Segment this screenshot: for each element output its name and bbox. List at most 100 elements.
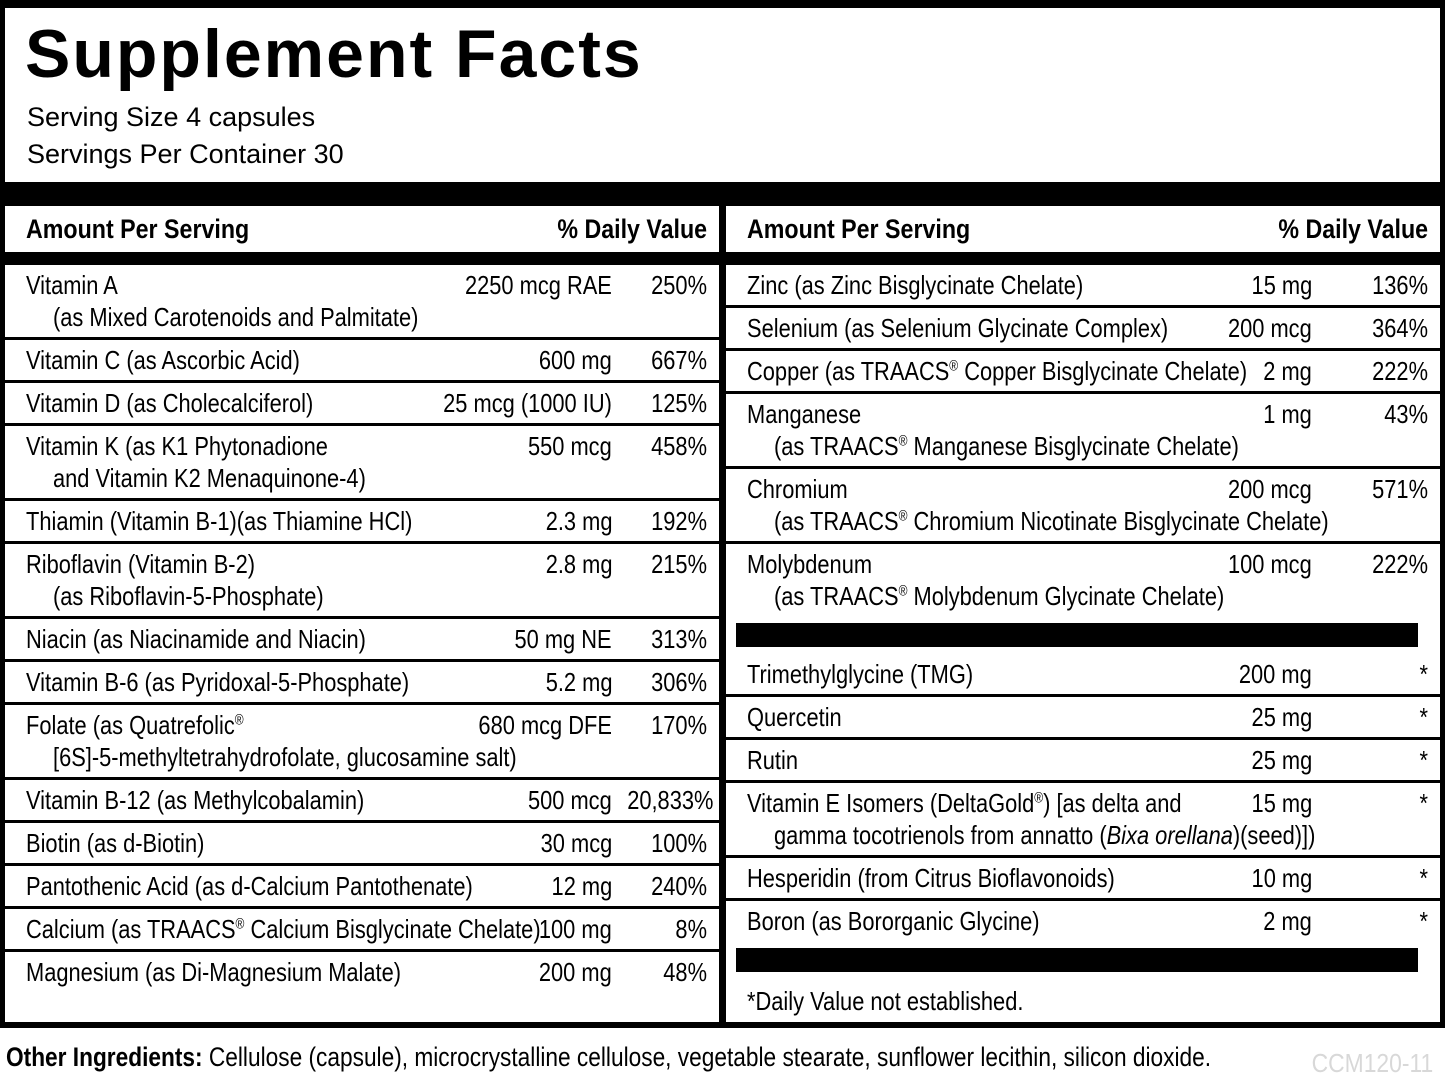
nutrient-name: Manganese [747,398,862,429]
nutrient-subline: (as Mixed Carotenoids and Palmitate) [53,301,419,332]
nutrient-name: Vitamin C (as Ascorbic Acid) [26,344,300,375]
nutrient-amount: 500 mcg [528,784,612,815]
nutrient-name: Vitamin B-12 (as Methylcobalamin) [26,784,365,815]
nutrient-amount: 2 mg [1263,355,1312,386]
nutrient-amount: 10 mg [1251,862,1312,893]
facts-panel: Supplement Facts Serving Size 4 capsules… [0,8,1445,1028]
section-divider-bar [736,622,1418,647]
nutrient-name: Pantothenic Acid (as d-Calcium Pantothen… [26,870,473,901]
nutrient-name: Thiamin (Vitamin B-1)(as Thiamine HCl) [26,505,413,536]
nutrient-daily-value: * [1419,658,1428,689]
nutrient-amount: 550 mcg [528,430,612,461]
amount-per-serving-header: Amount Per Serving [747,213,971,244]
nutrient-row: Zinc (as Zinc Bisglycinate Chelate) 15 mg… [726,265,1440,305]
nutrient-name: Vitamin K (as K1 Phytonadione [26,430,328,461]
nutrient-subline: gamma tocotrienols from annatto (Bixa or… [774,819,1316,850]
nutrient-name: Chromium [747,473,848,504]
serving-info: Serving Size 4 capsules Servings Per Con… [5,89,1440,171]
nutrient-name: Hesperidin (from Citrus Bioflavonoids) [747,862,1115,893]
nutrient-name: Rutin [747,744,798,775]
nutrient-name: Folate (as Quatrefolic® [26,709,244,740]
nutrient-row: Biotin (as d-Biotin) 30 mcg 100% [5,819,719,863]
nutrient-daily-value: 306% [651,666,707,697]
nutrient-name: Vitamin E Isomers (DeltaGold®) [as delta… [747,787,1182,818]
nutrient-daily-value: 250% [651,269,707,300]
facts-column-right: Amount Per Serving % Daily Value Zinc (a… [726,206,1440,1022]
nutrient-amount: 2.8 mg [545,548,612,579]
nutrient-name: Selenium (as Selenium Glycinate Complex) [747,312,1169,343]
nutrient-daily-value: 100% [651,827,707,858]
nutrient-daily-value: 136% [1372,269,1428,300]
facts-column-left: Amount Per Serving % Daily Value Vitamin… [5,206,719,1022]
nutrient-daily-value: 240% [651,870,707,901]
nutrient-row: Chromium 200 mcg 571% (as TRAACS® Chromium … [726,465,1440,541]
nutrient-amount: 2250 mcg RAE [465,269,612,300]
nutrient-row: Trimethylglycine (TMG) 200 mg * [726,654,1440,694]
nutrient-row: Pantothenic Acid (as d-Calcium Pantothen… [5,862,719,906]
nutrient-daily-value: 222% [1372,548,1428,579]
nutrient-subline: [6S]-5-methyltetrahydrofolate, glucosami… [53,741,517,772]
nutrient-name: Calcium (as TRAACS® Calcium Bisglycinate… [26,913,541,944]
nutrient-amount: 200 mcg [1228,312,1312,343]
nutrient-amount: 200 mg [539,956,612,987]
nutrient-row: Boron (as Bororganic Glycine) 2 mg * [726,897,1440,941]
nutrient-row: Vitamin A 2250 mcg RAE 250% (as Mixed Carot… [5,265,719,337]
nutrient-list-left: Vitamin A 2250 mcg RAE 250% (as Mixed Carot… [5,265,719,992]
nutrient-daily-value: 20,833% [627,784,714,815]
nutrient-daily-value: 48% [663,956,707,987]
nutrient-subline: (as Riboflavin-5-Phosphate) [53,580,324,611]
nutrient-row: Folate (as Quatrefolic® 680 mcg DFE 170% [6… [5,701,719,777]
daily-value-header: % Daily Value [1278,213,1428,244]
nutrient-daily-value: 571% [1372,473,1428,504]
other-ingredients-label: Other Ingredients: [6,1041,203,1072]
nutrient-daily-value: 8% [675,913,707,944]
nutrient-amount: 5.2 mg [545,666,612,697]
serving-size: Serving Size 4 capsules [27,102,316,133]
nutrient-row: Vitamin E Isomers (DeltaGold®) [as delta… [726,779,1440,855]
nutrient-daily-value: 222% [1372,355,1428,386]
nutrient-daily-value: 364% [1372,312,1428,343]
nutrient-row: Quercetin 25 mg * [726,693,1440,737]
nutrient-daily-value: * [1419,862,1428,893]
nutrient-row: Manganese 1 mg 43% (as TRAACS® Manganese Bi… [726,390,1440,466]
nutrient-row: Copper (as TRAACS® Copper Bisglycinate C… [726,347,1440,391]
nutrient-row: Calcium (as TRAACS® Calcium Bisglycinate… [5,905,719,949]
nutrient-row: Vitamin K (as K1 Phytonadione 550 mcg 458%… [5,422,719,498]
page-title: Supplement Facts [25,16,643,92]
nutrient-daily-value: 458% [651,430,707,461]
nutrient-name: Magnesium (as Di-Magnesium Malate) [26,956,402,987]
nutrient-amount: 680 mcg DFE [478,709,612,740]
column-header: Amount Per Serving % Daily Value [726,206,1440,252]
nutrient-amount: 100 mg [539,913,612,944]
nutrient-row: Thiamin (Vitamin B-1)(as Thiamine HCl) 2.… [5,497,719,541]
nutrient-name: Vitamin D (as Cholecalciferol) [26,387,314,418]
nutrient-subline: and Vitamin K2 Menaquinone-4) [53,462,366,493]
nutrient-row: Vitamin B-6 (as Pyridoxal-5-Phosphate) 5.… [5,658,719,702]
nutrient-amount: 200 mcg [1228,473,1312,504]
nutrient-amount: 2.3 mg [545,505,612,536]
nutrient-daily-value: 43% [1384,398,1428,429]
header-underline-bar [726,251,1440,265]
column-header: Amount Per Serving % Daily Value [5,206,719,252]
nutrient-amount: 2 mg [1263,905,1312,936]
column-divider [719,205,726,1022]
product-code: CCM120-11 [1311,1048,1433,1078]
nutrient-name: Molybdenum [747,548,873,579]
nutrient-name: Quercetin [747,701,842,732]
nutrient-daily-value: * [1419,905,1428,936]
nutrient-daily-value: * [1419,787,1428,818]
other-ingredients-text: Cellulose (capsule), microcrystalline ce… [202,1041,1212,1072]
nutrient-subline: (as TRAACS® Chromium Nicotinate Bisglyci… [774,505,1329,536]
nutrient-amount: 12 mg [551,870,612,901]
nutrient-name: Copper (as TRAACS® Copper Bisglycinate C… [747,355,1248,386]
nutrient-row: Molybdenum 100 mcg 222% (as TRAACS® Molybde… [726,540,1440,616]
nutrient-daily-value: * [1419,744,1428,775]
daily-value-footnote: *Daily Value not established. [747,985,1024,1016]
nutrient-row: Vitamin C (as Ascorbic Acid) 600 mg 667% [5,336,719,380]
section-divider-bar [736,947,1418,972]
nutrient-amount: 25 mg [1251,744,1312,775]
header-underline-bar [5,251,719,265]
nutrient-row: Vitamin D (as Cholecalciferol) 25 mcg (10… [5,379,719,423]
nutrient-row: Hesperidin (from Citrus Bioflavonoids) 10… [726,854,1440,898]
